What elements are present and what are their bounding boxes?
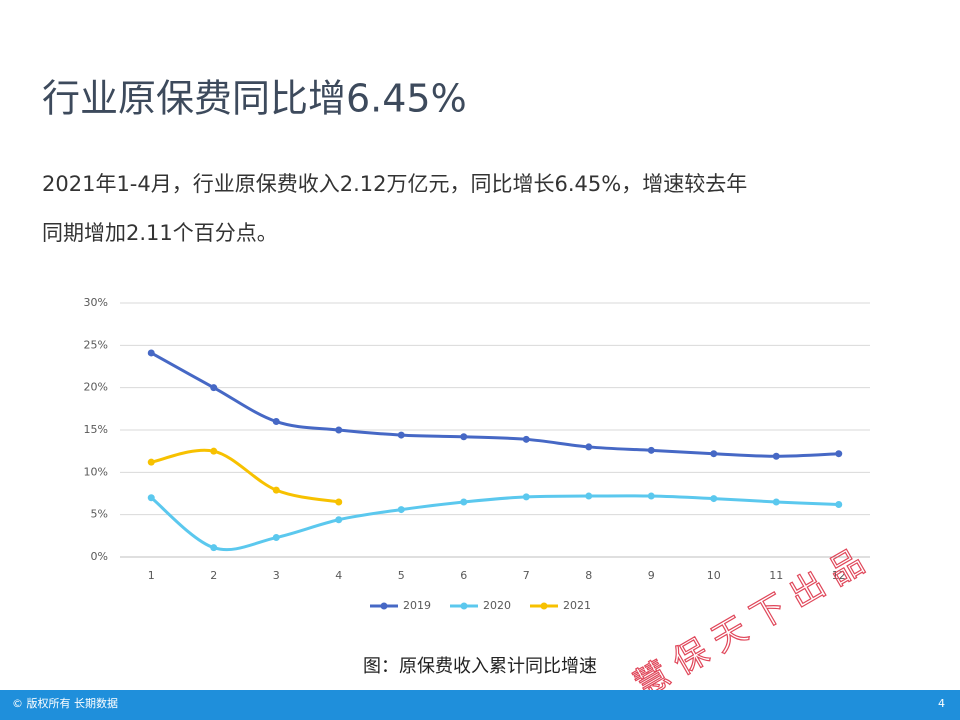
x-tick-label: 10: [707, 569, 721, 582]
data-point: [522, 435, 530, 443]
data-point: [147, 458, 155, 466]
watermark: 慧 保 天 下 出 品: [628, 542, 871, 706]
data-point: [210, 447, 218, 455]
data-point: [585, 443, 593, 451]
data-point: [335, 516, 343, 524]
data-point: [460, 498, 468, 506]
x-tick-label: 3: [273, 569, 280, 582]
x-tick-label: 1: [148, 569, 155, 582]
x-tick-label: 9: [648, 569, 655, 582]
y-tick-label: 5%: [91, 508, 108, 521]
legend-marker: [380, 602, 388, 610]
series-line: [149, 351, 841, 458]
data-point: [647, 446, 655, 454]
series-line: [149, 494, 841, 552]
y-tick-label: 15%: [84, 423, 108, 436]
x-tick-label: 7: [523, 569, 530, 582]
body-text: 2021年1-4月，行业原保费收入2.12万亿元，同比增长6.45%，增速较去年: [42, 172, 747, 196]
data-point: [272, 486, 280, 494]
data-point: [460, 433, 468, 441]
data-point: [585, 492, 593, 500]
data-point: [772, 452, 780, 460]
legend-label: 2021: [563, 599, 591, 612]
x-tick-label: 2: [210, 569, 217, 582]
data-point: [272, 418, 280, 426]
legend-label: 2020: [483, 599, 511, 612]
caption: 图：原保费收入累计同比增速: [363, 656, 597, 677]
y-tick-label: 0%: [91, 550, 108, 563]
body-text: 同期增加2.11个百分点。: [42, 221, 278, 245]
data-point: [272, 534, 280, 542]
series-line: [149, 448, 341, 504]
footer-bar: [0, 690, 960, 720]
x-tick-label: 4: [335, 569, 342, 582]
data-point: [397, 506, 405, 514]
data-point: [835, 450, 843, 458]
data-point: [397, 431, 405, 439]
data-point: [772, 498, 780, 506]
footer-copyright: © 版权所有 长期数据: [12, 696, 118, 710]
data-point: [647, 492, 655, 500]
data-point: [710, 495, 718, 503]
x-tick-label: 8: [585, 569, 592, 582]
y-tick-label: 10%: [84, 465, 108, 478]
legend-label: 2019: [403, 599, 431, 612]
data-point: [147, 494, 155, 502]
slide-title: 行业原保费同比增6.45%: [42, 77, 467, 121]
data-point: [210, 544, 218, 552]
data-point: [522, 493, 530, 501]
x-tick-label: 12: [832, 569, 846, 582]
legend-marker: [540, 602, 548, 610]
data-point: [210, 384, 218, 392]
data-point: [335, 426, 343, 434]
data-point: [835, 501, 843, 509]
page-number: 4: [938, 697, 945, 710]
x-tick-label: 5: [398, 569, 405, 582]
data-point: [147, 349, 155, 357]
data-point: [710, 450, 718, 458]
legend-marker: [460, 602, 468, 610]
x-tick-label: 11: [769, 569, 783, 582]
y-tick-label: 25%: [84, 338, 108, 351]
y-tick-label: 20%: [84, 381, 108, 394]
y-tick-label: 30%: [84, 296, 108, 309]
x-tick-label: 6: [460, 569, 467, 582]
data-point: [335, 498, 343, 506]
